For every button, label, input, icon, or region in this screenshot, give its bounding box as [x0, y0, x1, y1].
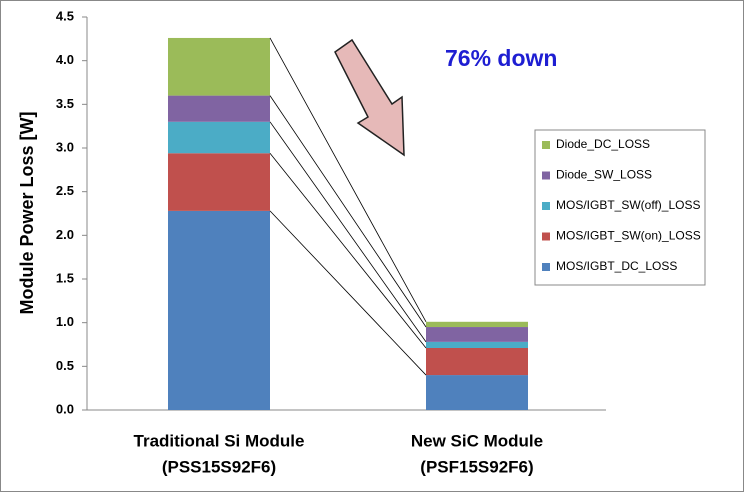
- y-tick-label: 4.0: [56, 52, 74, 67]
- bar-segment: [168, 121, 270, 154]
- legend-label: Diode_SW_LOSS: [556, 168, 652, 182]
- y-tick-label: 2.0: [56, 227, 74, 242]
- legend: [534, 129, 706, 286]
- legend-label: MOS/IGBT_DC_LOSS: [556, 259, 677, 273]
- bar-segment: [426, 375, 528, 410]
- x-tick-label: Traditional Si Module: [134, 431, 305, 450]
- bar-segment: [426, 341, 528, 348]
- bar-segment: [168, 95, 270, 122]
- legend-label: Diode_DC_LOSS: [556, 137, 650, 151]
- connector-line: [269, 210, 427, 376]
- x-tick-sublabel: (PSS15S92F6): [162, 457, 276, 476]
- bar-segment: [426, 347, 528, 376]
- bar-segment: [426, 327, 528, 342]
- connector-line: [269, 95, 427, 328]
- y-tick-label: 0.0: [56, 401, 74, 416]
- y-tick-label: 1.5: [56, 270, 74, 285]
- connector-line: [269, 37, 427, 322]
- connector-line: [269, 121, 427, 343]
- legend-swatch: [542, 232, 550, 241]
- legend-swatch: [542, 202, 550, 210]
- y-tick-label: 3.0: [56, 139, 74, 154]
- connector-line: [269, 152, 427, 349]
- bar-segment: [168, 153, 270, 211]
- x-tick-label: New SiC Module: [411, 431, 543, 450]
- y-tick-label: 1.0: [56, 314, 74, 329]
- y-tick-label: 2.5: [56, 183, 74, 198]
- x-tick-sublabel: (PSF15S92F6): [420, 457, 533, 476]
- annotation: 76% down: [445, 45, 557, 71]
- arrow: [334, 38, 405, 157]
- legend-label: MOS/IGBT_SW(off)_LOSS: [556, 198, 700, 212]
- legend-swatch: [542, 171, 550, 180]
- legend-label: MOS/IGBT_SW(on)_LOSS: [556, 229, 701, 243]
- legend-swatch: [542, 263, 550, 271]
- legend-swatch: [542, 141, 550, 149]
- y-tick-label: 3.5: [56, 96, 74, 111]
- bar-segment: [168, 210, 270, 410]
- bar-segment: [168, 37, 270, 96]
- y-tick-label: 0.5: [56, 358, 74, 373]
- bar-segment: [426, 321, 528, 328]
- y-tick-label: 4.5: [56, 8, 74, 23]
- y-axis-title: Module Power Loss [W]: [17, 111, 37, 314]
